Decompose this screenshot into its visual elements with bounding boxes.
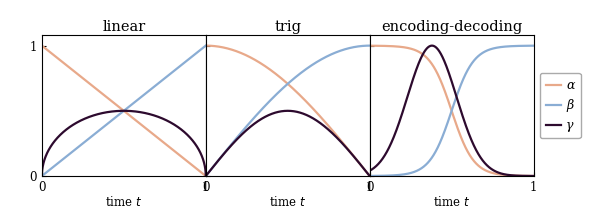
Title: linear: linear (102, 20, 145, 34)
Title: encoding-decoding: encoding-decoding (381, 20, 522, 34)
Legend: α, β, γ: α, β, γ (540, 73, 581, 138)
Title: trig: trig (274, 20, 301, 34)
X-axis label: time $t$: time $t$ (105, 195, 142, 209)
X-axis label: time $t$: time $t$ (433, 195, 470, 209)
X-axis label: time $t$: time $t$ (269, 195, 306, 209)
